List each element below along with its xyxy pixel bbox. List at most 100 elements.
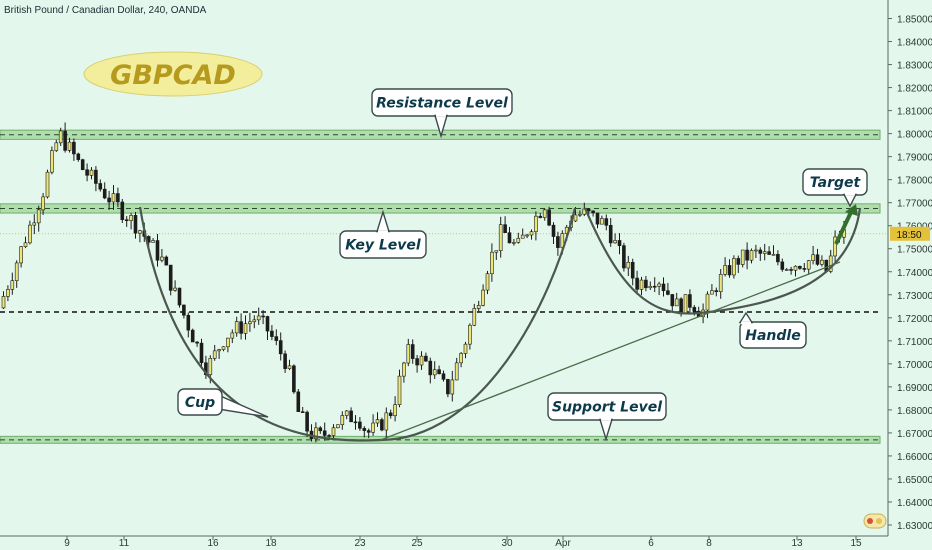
candle-body	[305, 411, 309, 432]
callout-target[interactable]: Target	[802, 168, 868, 208]
candle-body	[226, 337, 230, 348]
candle-body	[111, 193, 116, 203]
candle-body	[14, 262, 19, 282]
x-tick-label: 11	[119, 538, 130, 549]
candle-body	[138, 230, 142, 234]
chart-settings-icon[interactable]	[863, 513, 887, 529]
candle-body	[270, 330, 274, 337]
candle-body	[472, 308, 477, 326]
candle-body	[322, 430, 327, 436]
candle-body	[793, 265, 798, 271]
candle-body	[754, 249, 758, 252]
candle-body	[331, 427, 336, 436]
target-arrow-head	[845, 204, 858, 216]
candle-body	[67, 141, 72, 151]
candle-body	[340, 415, 345, 425]
candle-body	[336, 424, 340, 429]
candle-body	[604, 218, 609, 226]
candle-body	[256, 315, 261, 321]
candle-body	[481, 289, 485, 306]
callout-resistance[interactable]: Resistance Level	[371, 88, 513, 139]
y-tick-label: 1.72000	[897, 314, 932, 325]
candle-body	[32, 222, 37, 226]
zone-1	[0, 203, 881, 214]
candle-body	[415, 358, 419, 366]
candle-body	[89, 169, 94, 176]
candle-body	[41, 196, 45, 211]
y-tick-label: 1.66000	[897, 452, 932, 463]
candle-body	[771, 254, 776, 256]
callout-key-level[interactable]: Key Level	[339, 209, 427, 259]
candle-body	[666, 290, 670, 295]
callout-target-label: Target	[810, 175, 862, 191]
candle-body	[622, 245, 626, 269]
candle-body	[217, 349, 221, 352]
callout-handle[interactable]: Handle	[738, 311, 807, 349]
handle-curve	[583, 207, 862, 315]
callout-support[interactable]: Support Level	[547, 392, 667, 442]
candle-body	[749, 250, 754, 261]
candle-body	[406, 344, 411, 364]
candle-body	[80, 159, 85, 171]
candle-body	[402, 362, 406, 377]
y-tick-label: 1.79000	[897, 153, 932, 164]
candle-body	[102, 188, 107, 199]
candle-body	[98, 183, 103, 190]
target-arrow-shaft	[834, 209, 854, 245]
y-tick-label: 1.85000	[897, 15, 932, 26]
chart-settings-icon-dot	[867, 518, 873, 524]
candle-body	[151, 240, 155, 243]
candle-body	[441, 373, 446, 380]
candle-body	[485, 273, 490, 291]
candle-body	[94, 169, 98, 184]
candle-body	[688, 294, 692, 308]
candle-body	[380, 419, 384, 431]
candle-body	[802, 268, 807, 270]
candle-body	[371, 422, 375, 433]
y-tick-label: 1.75000	[897, 245, 932, 256]
candle-body	[358, 421, 362, 429]
candle-body	[617, 240, 622, 246]
candle-body	[234, 321, 239, 334]
y-tick-label: 1.71000	[897, 337, 932, 348]
x-tick-label: 30	[501, 538, 513, 549]
candle-body	[243, 323, 248, 334]
callout-support-label: Support Level	[552, 400, 662, 416]
candle-body	[736, 258, 741, 265]
candle-body	[595, 212, 600, 225]
candle-body	[124, 219, 129, 222]
candle-body	[23, 242, 28, 248]
candle-body	[300, 411, 305, 413]
candle-body	[714, 290, 719, 292]
candle-body	[314, 427, 318, 439]
candle-body	[283, 353, 287, 369]
candle-body	[516, 237, 521, 243]
candle-body	[397, 375, 402, 405]
candle-body	[327, 435, 331, 437]
candle-body	[789, 269, 793, 271]
candle-body	[265, 316, 270, 332]
callout-key-level-label: Key Level	[345, 238, 421, 254]
callout-cup[interactable]: Cup	[177, 388, 269, 418]
candle-body	[670, 294, 675, 307]
candle-body	[494, 250, 499, 253]
trendline	[377, 261, 841, 442]
candle-body	[608, 225, 613, 244]
candle-body	[287, 365, 292, 369]
candle-body	[498, 224, 503, 251]
candle-body	[344, 410, 349, 416]
candle-body	[129, 215, 133, 221]
y-tick-label: 1.80000	[897, 130, 932, 141]
candle-body	[661, 283, 666, 292]
candle-body	[551, 224, 556, 237]
candle-body	[727, 265, 732, 276]
candle-body	[230, 332, 235, 339]
current-price-label-bg	[890, 226, 930, 241]
x-tick-label: 25	[411, 538, 423, 549]
callout-resistance-label: Resistance Level	[376, 96, 508, 112]
candle-body	[538, 215, 543, 218]
y-tick-label: 1.69000	[897, 383, 932, 394]
candle-body	[820, 259, 824, 265]
